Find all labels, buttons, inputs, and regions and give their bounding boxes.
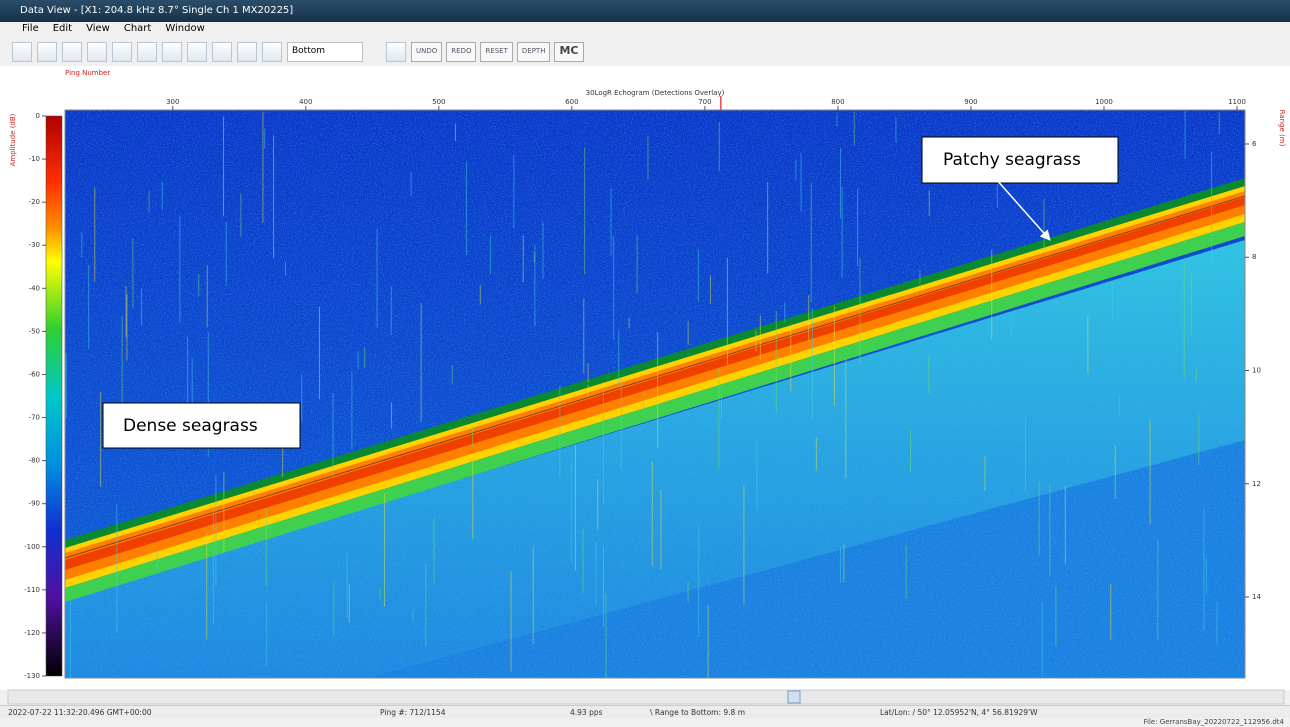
toolbar-button[interactable]: DEPTH [517, 42, 551, 62]
menu-item[interactable]: Chart [124, 23, 151, 37]
amplitude-tick-label: -10 [29, 155, 40, 163]
status-field: 2022-07-22 11:32:20.496 GMT+00:00 [8, 708, 152, 717]
range-tick-label: 12 [1252, 480, 1261, 488]
file-name: File: GerransBay_20220722_112956.dt4 [1144, 718, 1285, 726]
menu-bar: File Edit View Chart Window [0, 22, 1290, 37]
status-field: \ Range to Bottom: 9.8 m [650, 708, 745, 717]
tool-button[interactable] [62, 42, 82, 62]
amplitude-tick-label: -20 [29, 198, 40, 206]
amplitude-label: Amplitude (dB) [9, 113, 17, 166]
range-label: Range (m) [1278, 110, 1286, 147]
amplitude-tick-label: -110 [24, 586, 40, 594]
amplitude-tick-label: -130 [24, 672, 40, 680]
x-tick-label: 900 [964, 98, 977, 106]
annotation: Dense seagrass [123, 416, 258, 436]
x-tick-label: 300 [166, 98, 179, 106]
x-tick-label: 400 [299, 98, 312, 106]
amplitude-tick-label: -100 [24, 543, 40, 551]
menu-item[interactable]: Edit [53, 23, 72, 37]
x-tick-label: 1100 [1228, 98, 1246, 106]
x-tick-label: 700 [698, 98, 711, 106]
menu-item[interactable]: File [22, 23, 39, 37]
tool-button[interactable] [262, 42, 282, 62]
annotation: Patchy seagrass [943, 150, 1081, 170]
tool-button[interactable] [12, 42, 32, 62]
tool-button[interactable] [386, 42, 406, 62]
x-tick-label: 600 [565, 98, 578, 106]
tool-button[interactable] [87, 42, 107, 62]
amplitude-tick-label: -120 [24, 629, 40, 637]
amplitude-tick-label: -60 [29, 370, 40, 378]
x-tick-label: 500 [432, 98, 445, 106]
range-tick-label: 10 [1252, 366, 1261, 374]
status-field: Ping #: 712/1154 [380, 708, 445, 717]
app-window: {"window": {"title": "Data View - [X1: 2… [0, 0, 1290, 727]
amplitude-tick-label: -90 [29, 500, 40, 508]
tool-button[interactable] [137, 42, 157, 62]
tool-button[interactable] [187, 42, 207, 62]
tool-button[interactable] [237, 42, 257, 62]
scroll-thumb[interactable] [788, 691, 800, 703]
toolbar-button[interactable]: RESET [480, 42, 512, 62]
mode-dropdown[interactable]: Bottom [287, 42, 363, 62]
range-tick-label: 8 [1252, 253, 1256, 261]
title-bar: Data View - [X1: 204.8 kHz 8.7° Single C… [0, 0, 1290, 22]
amplitude-tick-label: -50 [29, 327, 40, 335]
color-scale [46, 116, 62, 676]
echogram-view: Ping Number 30LogR Echogram (Detections … [0, 0, 1290, 727]
amplitude-tick-label: -70 [29, 414, 40, 422]
x-tick-label: 1000 [1095, 98, 1113, 106]
menu-item[interactable]: Window [165, 23, 204, 37]
toolbar-button[interactable]: REDO [446, 42, 476, 62]
window-title: Data View - [X1: 204.8 kHz 8.7° Single C… [20, 5, 293, 16]
status-bar: 2022-07-22 11:32:20.496 GMT+00:00 Ping #:… [0, 705, 1290, 718]
amplitude-tick-label: -80 [29, 457, 40, 465]
menu-item[interactable]: View [86, 23, 110, 37]
range-tick-label: 14 [1252, 593, 1261, 601]
toolbar-button[interactable]: MC [554, 42, 583, 62]
amplitude-tick-label: 0 [36, 112, 40, 120]
tool-button[interactable] [112, 42, 132, 62]
tool-button[interactable] [162, 42, 182, 62]
x-axis-label: Ping Number [65, 69, 110, 77]
tool-button[interactable] [212, 42, 232, 62]
chart-title: 30LogR Echogram (Detections Overlay) [586, 89, 725, 97]
range-tick-label: 6 [1252, 140, 1257, 148]
status-field: Lat/Lon: / 50° 12.05952'N, 4° 56.81929'W [880, 708, 1038, 717]
tool-button[interactable] [37, 42, 57, 62]
amplitude-tick-label: -40 [29, 284, 40, 292]
amplitude-tick-label: -30 [29, 241, 40, 249]
toolbar-button[interactable]: UNDO [411, 42, 442, 62]
status-field: 4.93 pps [570, 708, 603, 717]
x-tick-label: 800 [831, 98, 844, 106]
horizontal-scrollbar[interactable] [8, 690, 1284, 704]
